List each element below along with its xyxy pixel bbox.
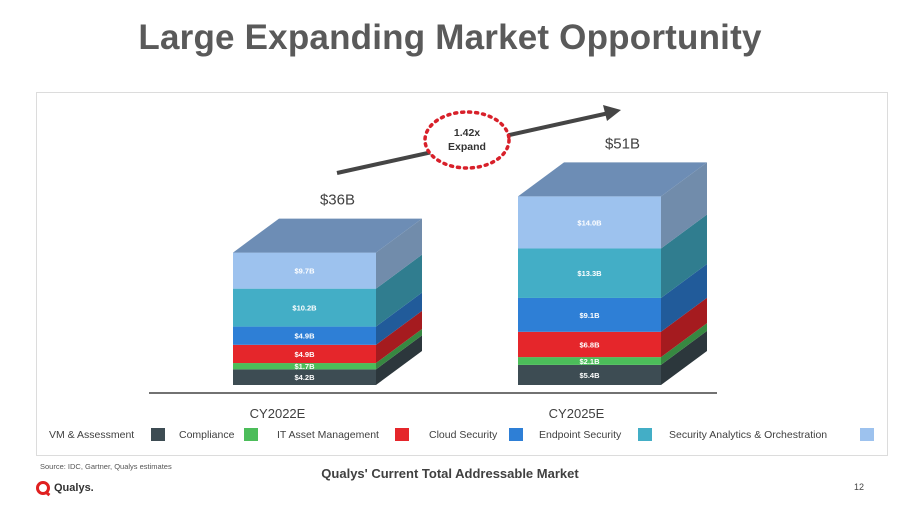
bar-segment-side bbox=[376, 218, 422, 289]
data-label: $4.9B bbox=[294, 332, 315, 341]
qualys-logo-icon bbox=[36, 481, 50, 495]
bar-top-face bbox=[233, 218, 422, 253]
legend-label: Compliance bbox=[179, 429, 235, 441]
total-label: $51B bbox=[605, 135, 640, 152]
bar-segment-side bbox=[661, 297, 707, 358]
data-label: $14.0B bbox=[577, 218, 602, 227]
bar-segment-side bbox=[376, 329, 422, 370]
legend-swatch bbox=[395, 428, 409, 441]
bar-segment-side bbox=[661, 323, 707, 365]
bar-cy2025e: $5.4B $2.1B $6.8B $9.1B $13.3B $14.0B bbox=[518, 162, 707, 385]
legend-label: Endpoint Security bbox=[539, 429, 622, 441]
bar-segment bbox=[518, 331, 661, 358]
legend-label: Security Analytics & Orchestration bbox=[669, 429, 827, 441]
expand-annotation-circle bbox=[423, 110, 511, 170]
annotation-line1: 1.42x bbox=[454, 127, 480, 139]
data-label: $9.7B bbox=[294, 267, 315, 276]
legend-swatch bbox=[638, 428, 652, 441]
legend-label: Cloud Security bbox=[429, 429, 498, 441]
bar-top-face bbox=[518, 162, 707, 197]
legend-swatch bbox=[860, 428, 874, 441]
bar-segment-side bbox=[661, 162, 707, 249]
bar-segment bbox=[233, 288, 376, 327]
legend-swatch bbox=[151, 428, 165, 441]
slide-title: Large Expanding Market Opportunity bbox=[138, 18, 762, 57]
bar-segment bbox=[518, 297, 661, 332]
bar-segment-side bbox=[376, 310, 422, 364]
data-label: $2.1B bbox=[579, 357, 600, 366]
legend-item: VM & Assessment bbox=[49, 428, 165, 441]
data-label: $4.2B bbox=[294, 373, 315, 382]
data-label: $13.3B bbox=[577, 269, 602, 278]
source-note: Source: IDC, Gartner, Qualys estimates bbox=[40, 462, 172, 471]
category-label: CY2025E bbox=[549, 406, 605, 421]
data-label: $4.9B bbox=[294, 350, 315, 359]
growth-arrow-head bbox=[603, 105, 621, 121]
bar-segment bbox=[518, 364, 661, 385]
stacked-bar-chart: $4.2B $1.7B $4.9B $4.9B $10.2B $9.7B $36B CY202… bbox=[49, 105, 874, 441]
legend-swatch bbox=[244, 428, 258, 441]
data-label: $1.7B bbox=[294, 362, 315, 371]
bar-segment bbox=[518, 196, 661, 249]
legend-item: Cloud Security bbox=[429, 428, 523, 441]
qualys-logo-text: Qualys. bbox=[54, 482, 94, 494]
bar-segment bbox=[233, 344, 376, 364]
bar-segment-side bbox=[661, 330, 707, 385]
bar-segment bbox=[233, 363, 376, 370]
data-label: $10.2B bbox=[292, 304, 317, 313]
chart-subtitle: Qualys' Current Total Addressable Market bbox=[321, 466, 579, 481]
bar-segment bbox=[233, 252, 376, 289]
data-label: $9.1B bbox=[579, 311, 600, 320]
bar-segment bbox=[233, 326, 376, 345]
bar-segment bbox=[518, 357, 661, 365]
bar-segment-side bbox=[661, 263, 707, 332]
bar-segment bbox=[233, 369, 376, 385]
legend-label: IT Asset Management bbox=[277, 429, 379, 441]
legend-item: IT Asset Management bbox=[277, 428, 409, 441]
total-label: $36B bbox=[320, 192, 355, 209]
bar-segment-side bbox=[376, 292, 422, 345]
page-number: 12 bbox=[853, 482, 864, 492]
bar-segment bbox=[518, 248, 661, 298]
bar-segment-side bbox=[376, 335, 422, 385]
data-label: $6.8B bbox=[579, 340, 600, 349]
qualys-logo: Qualys. bbox=[36, 479, 94, 497]
legend-item: Security Analytics & Orchestration bbox=[669, 428, 874, 441]
annotation-line2: Expand bbox=[448, 141, 486, 153]
category-label: CY2022E bbox=[250, 406, 306, 421]
legend-item: Compliance bbox=[179, 428, 258, 441]
chart-panel: $4.2B $1.7B $4.9B $4.9B $10.2B $9.7B $36B CY202… bbox=[36, 92, 888, 456]
bar-cy2022e: $4.2B $1.7B $4.9B $4.9B $10.2B $9.7B bbox=[233, 218, 422, 385]
legend-swatch bbox=[509, 428, 523, 441]
legend-label: VM & Assessment bbox=[49, 429, 134, 441]
bar-segment-side bbox=[661, 214, 707, 298]
legend-item: Endpoint Security bbox=[539, 428, 652, 441]
data-label: $5.4B bbox=[579, 371, 600, 380]
bar-segment-side bbox=[376, 254, 422, 327]
